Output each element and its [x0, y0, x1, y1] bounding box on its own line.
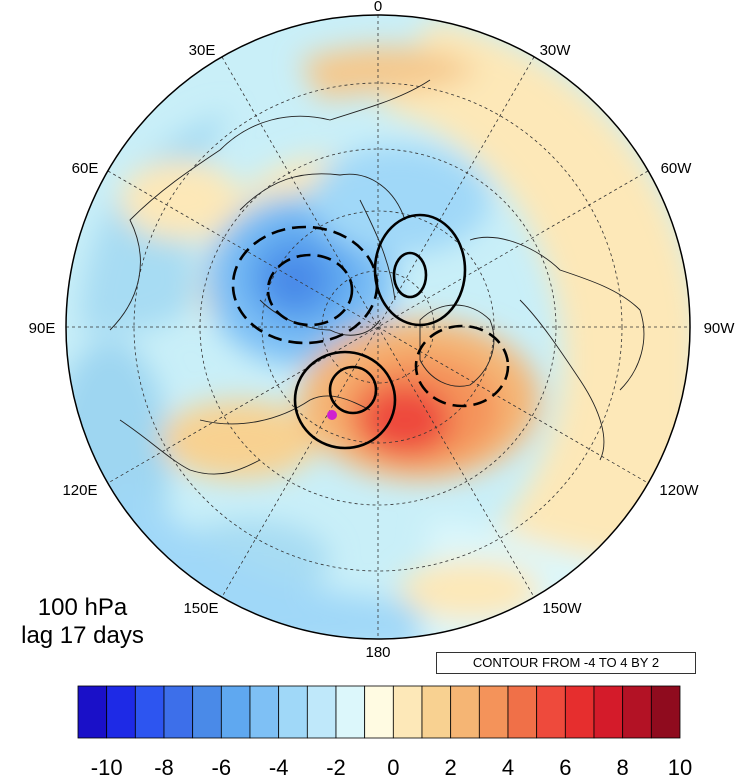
graticule	[66, 15, 690, 639]
neg-contour-inner	[266, 253, 354, 327]
colorbar-tick-label: -6	[212, 755, 232, 779]
lon-150e-label: 150E	[183, 600, 218, 617]
pos-contour-south-outer	[293, 350, 397, 450]
neg-contour-pacific	[414, 324, 510, 408]
colorbar-swatch	[622, 685, 652, 739]
colorbar-swatch	[593, 685, 624, 739]
colorbar-labels: -10 -8 -6 -4 -2 0 2 4 6 8 10	[91, 755, 692, 779]
colorbar-tick-label: -8	[154, 755, 174, 779]
colorbar-swatch	[335, 685, 366, 739]
colorbar-swatch	[536, 685, 566, 739]
colorbar-swatch	[650, 685, 681, 739]
lon-120w-label: 120W	[659, 482, 699, 499]
lon-30e-label: 30E	[189, 42, 216, 59]
colorbar-swatch	[192, 685, 222, 739]
colorbar-swatch	[77, 685, 108, 739]
pos-contour-south-inner	[328, 365, 378, 415]
colorbar-tick-label: -4	[269, 755, 289, 779]
point-marker	[327, 410, 337, 420]
longitude-labels: 0 30W 60W 90W 120W 150W 180 150E 120E 90…	[29, 0, 736, 661]
pos-contour-north-inner	[392, 251, 428, 299]
pos-contour-north-outer	[373, 213, 467, 327]
colorbar-tick-label: 4	[502, 755, 514, 779]
contour-info-box: CONTOUR FROM -4 TO 4 BY 2	[436, 652, 696, 674]
lon-90w-label: 90W	[704, 320, 736, 337]
colorbar-tick-label: 6	[559, 755, 571, 779]
colorbar-tick-label: 2	[445, 755, 457, 779]
colorbar-swatch	[364, 685, 394, 739]
colorbar-tick-label: -10	[91, 755, 123, 779]
coastlines	[109, 79, 645, 475]
colorbar-swatch	[306, 685, 337, 739]
shaded-field	[66, 15, 690, 639]
colorbar-swatch	[249, 685, 280, 739]
colorbar	[77, 685, 681, 739]
colorbar-swatch	[106, 685, 136, 739]
lon-60e-label: 60E	[72, 160, 99, 177]
lon-180-label: 180	[365, 644, 390, 661]
colorbar-swatch	[163, 685, 194, 739]
colorbar-swatch	[421, 685, 452, 739]
lon-90e-label: 90E	[29, 320, 56, 337]
colorbar-swatch	[507, 685, 538, 739]
map-border	[65, 14, 691, 640]
lon-150w-label: 150W	[542, 600, 582, 617]
colorbar-swatch	[392, 685, 423, 739]
colorbar-swatch	[450, 685, 480, 739]
colorbar-swatch	[564, 685, 595, 739]
lon-120e-label: 120E	[62, 482, 97, 499]
colorbar-tick-label: 8	[617, 755, 629, 779]
lon-30w-label: 30W	[540, 42, 572, 59]
colorbar-swatch	[278, 685, 308, 739]
colorbar-tick-label: 0	[387, 755, 399, 779]
colorbar-swatch	[134, 685, 165, 739]
colorbar-tick-label: -2	[326, 755, 346, 779]
contours	[231, 213, 510, 450]
colorbar-swatch	[220, 685, 251, 739]
lon-0-label: 0	[374, 0, 382, 15]
lag-label: lag 17 days	[21, 622, 144, 649]
colorbar-swatch	[478, 685, 509, 739]
colorbar-tick-label: 10	[668, 755, 692, 779]
level-label: 100 hPa	[37, 594, 128, 621]
lon-60w-label: 60W	[661, 160, 693, 177]
